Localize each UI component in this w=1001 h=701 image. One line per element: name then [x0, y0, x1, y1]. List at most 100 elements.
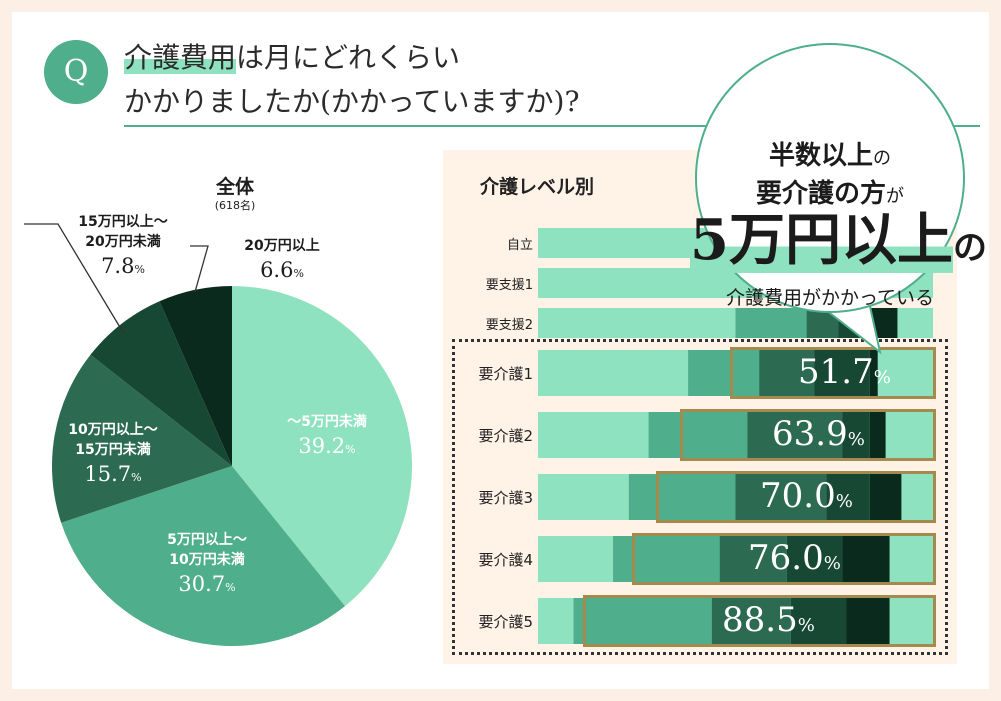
pie-slice-4	[159, 286, 232, 466]
bar-segment-5-0	[538, 474, 629, 520]
slice-value-20-plus: 6.6	[260, 258, 294, 282]
bar-segment-4-2	[747, 412, 843, 458]
callout-line-2-suffix: が	[886, 186, 904, 207]
bar-segment-5-3	[826, 474, 870, 520]
bar-segment-7-2	[711, 598, 791, 644]
care-level-title: 介護レベル別	[480, 176, 595, 198]
callout-line-1-suffix: の	[873, 148, 891, 169]
bar-segment-6-0	[538, 536, 614, 582]
bar-segment-5-4	[869, 474, 902, 520]
question-highlight: 介護費用	[124, 41, 237, 74]
highlight-unit-yokaigo-5: %	[797, 615, 815, 636]
callout-line-2-text: 要介護の方	[755, 179, 886, 209]
highlight-dotted-box	[452, 339, 948, 655]
bar-segment-5-2	[735, 474, 827, 520]
question-line-1: 介護費用は月にどれくらい	[124, 36, 460, 76]
slice-label-15-20-line1: 15万円以上〜	[78, 214, 168, 230]
slice-unit-under-5: %	[345, 443, 356, 456]
highlight-unit-yokaigo-1: %	[873, 367, 891, 388]
highlight-value-yokaigo-3: 70.0%	[760, 476, 853, 516]
bar-segment-7-3	[790, 598, 847, 644]
highlight-frame-yokaigo-1	[730, 347, 936, 399]
callout: 半数以上の 要介護の方が 5万円以上の 介護費用がかかっている	[690, 45, 987, 335]
bar-segment-3-3	[814, 350, 870, 396]
bar-segment-6-3	[786, 536, 843, 582]
slice-label-5-10: 5万円以上〜 10万円未満 30.7%	[142, 530, 272, 602]
slice-label-10-15-line1: 10万円以上〜	[68, 422, 158, 438]
slice-value-15-20: 7.8	[101, 254, 135, 278]
highlight-frame-yokaigo-4	[632, 533, 936, 585]
slice-label-20-plus: 20万円以上 6.6%	[222, 236, 342, 288]
bar-segment-7-4	[846, 598, 890, 644]
pie-slice-0	[232, 286, 412, 607]
row-label-yokaigo-4: 要介護4	[478, 551, 533, 569]
slice-label-under-5: 〜5万円未満 39.2%	[262, 412, 392, 464]
highlight-value-yokaigo-1-text: 51.7	[798, 352, 874, 392]
slice-unit-20-plus: %	[293, 267, 304, 280]
bar-segment-3-0	[538, 350, 689, 396]
highlight-value-yokaigo-3-text: 70.0	[760, 476, 836, 516]
callout-highlight: 5万円以上	[690, 207, 953, 273]
bar-segment-6-2	[719, 536, 787, 582]
slice-label-10-15-line2: 15万円未満	[75, 442, 151, 458]
bar-segment-2-0	[538, 308, 736, 338]
row-label-yokaigo-5: 要介護5	[478, 613, 533, 631]
highlight-unit-yokaigo-4: %	[823, 553, 841, 574]
slice-label-under-5-line1: 〜5万円未満	[287, 414, 367, 430]
slice-unit-5-10: %	[225, 581, 236, 594]
highlight-unit-yokaigo-3: %	[835, 491, 853, 512]
callout-line-1: 半数以上の	[690, 135, 970, 172]
highlight-frame-yokaigo-3	[656, 471, 936, 523]
row-label-yokaigo-1: 要介護1	[478, 365, 533, 383]
highlight-value-yokaigo-2-text: 63.9	[772, 414, 848, 454]
callout-line-3-suffix: の	[952, 228, 987, 268]
slice-label-10-15: 10万円以上〜 15万円未満 15.7%	[48, 420, 178, 492]
slice-label-5-10-line1: 5万円以上〜	[167, 532, 247, 548]
bar-segment-7-1	[573, 598, 712, 644]
bar-segment-6-4	[842, 536, 890, 582]
slice-value-10-15: 15.7	[84, 462, 132, 486]
question-line-2: かかりましたか(かかっていますか)?	[124, 85, 580, 118]
title-rule	[124, 125, 724, 127]
overall-sample: (618名)	[214, 199, 256, 212]
bar-segment-4-3	[842, 412, 870, 458]
row-label-jiritsu: 自立	[506, 238, 533, 253]
row-label-yoshien-1: 要支援1	[485, 278, 533, 293]
slice-label-20-plus-line1: 20万円以上	[244, 238, 320, 254]
callout-line-1-text: 半数以上	[768, 141, 873, 171]
callout-line-4: 介護費用がかかっている	[725, 287, 935, 309]
slice-label-5-10-line2: 10万円未満	[169, 552, 245, 568]
highlight-frame-yokaigo-5	[583, 595, 936, 647]
highlight-value-yokaigo-4: 76.0%	[748, 538, 841, 578]
slice-label-15-20-line2: 20万円未満	[85, 234, 161, 250]
bar-segment-4-0	[538, 412, 649, 458]
highlight-unit-yokaigo-2: %	[847, 429, 865, 450]
highlight-frame-yokaigo-2	[680, 409, 936, 461]
slice-unit-15-20: %	[134, 263, 145, 276]
row-label-yokaigo-3: 要介護3	[478, 489, 533, 507]
question-line-1-rest: は月にどれくらい	[236, 41, 461, 74]
slice-unit-10-15: %	[131, 471, 142, 484]
bar-segment-5-1	[628, 474, 736, 520]
bar-segment-4-4	[869, 412, 886, 458]
bar-segment-2-1	[735, 308, 807, 338]
bar-segment-3-1	[688, 350, 760, 396]
slice-label-15-20: 15万円以上〜 20万円未満 7.8%	[58, 212, 188, 284]
highlight-value-yokaigo-1: 51.7%	[798, 352, 891, 392]
callout-line-3: 5万円以上の	[690, 207, 987, 279]
row-label-yokaigo-2: 要介護2	[478, 427, 533, 445]
slice-value-5-10: 30.7	[178, 572, 226, 596]
bar-segment-3-4	[869, 350, 878, 396]
pie-slice-2	[52, 354, 232, 523]
highlight-value-yokaigo-5: 88.5%	[722, 600, 815, 640]
highlight-value-yokaigo-4-text: 76.0	[748, 538, 824, 578]
bar-segment-6-1	[613, 536, 720, 582]
row-label-yoshien-2: 要支援2	[485, 318, 533, 333]
callout-line-2: 要介護の方が	[690, 173, 970, 210]
bar-segment-3-2	[759, 350, 815, 396]
pie-slice-3	[90, 301, 232, 466]
pie-slice-1	[61, 466, 345, 647]
